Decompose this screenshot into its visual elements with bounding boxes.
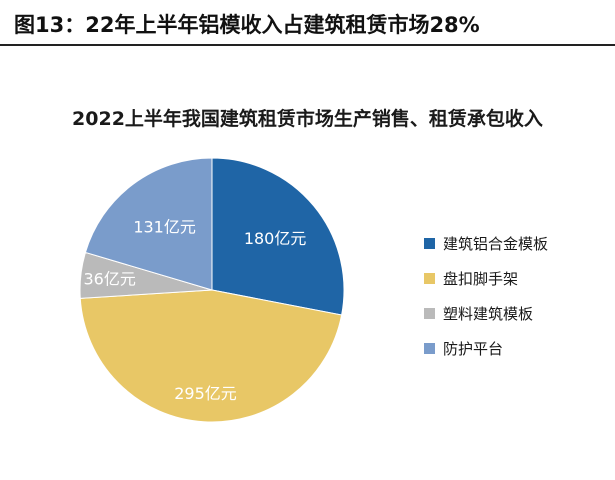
data-label-protection-platform: 131亿元 [133,218,196,237]
legend-swatch [424,307,435,319]
legend-swatch [424,272,435,284]
legend-swatch [424,342,435,354]
legend-item-aluminum-formwork: 建筑铝合金模板 [424,232,548,254]
legend-label: 盘扣脚手架 [443,269,519,288]
data-label-disk-scaffold: 295亿元 [174,384,237,403]
legend-label: 塑料建筑模板 [443,304,534,323]
pie-slice-aluminum-formwork [211,157,345,316]
legend-item-protection-platform: 防护平台 [424,337,548,359]
figure-title: 图13：22年上半年铝模收入占建筑租赁市场28% [14,13,480,37]
legend-item-disk-scaffold: 盘扣脚手架 [424,267,548,289]
pie-slice-disk-scaffold [79,289,343,423]
chart-legend: 建筑铝合金模板 盘扣脚手架塑料建筑模板 防护平台 [424,232,548,372]
data-label-plastic-formwork: 36亿元 [84,269,136,288]
pie-slice-protection-platform [84,157,213,291]
chart-title: 2022上半年我国建筑租赁市场生产销售、租赁承包收入 [72,108,543,130]
figure-header: 图13：22年上半年铝模收入占建筑租赁市场28% [0,0,615,46]
legend-label: 防护平台 [443,339,504,358]
legend-item-plastic-formwork: 塑料建筑模板 [424,302,548,324]
data-label-aluminum-formwork: 180亿元 [244,229,307,248]
legend-label: 建筑铝合金模板 [443,234,549,253]
legend-swatch [424,237,435,249]
